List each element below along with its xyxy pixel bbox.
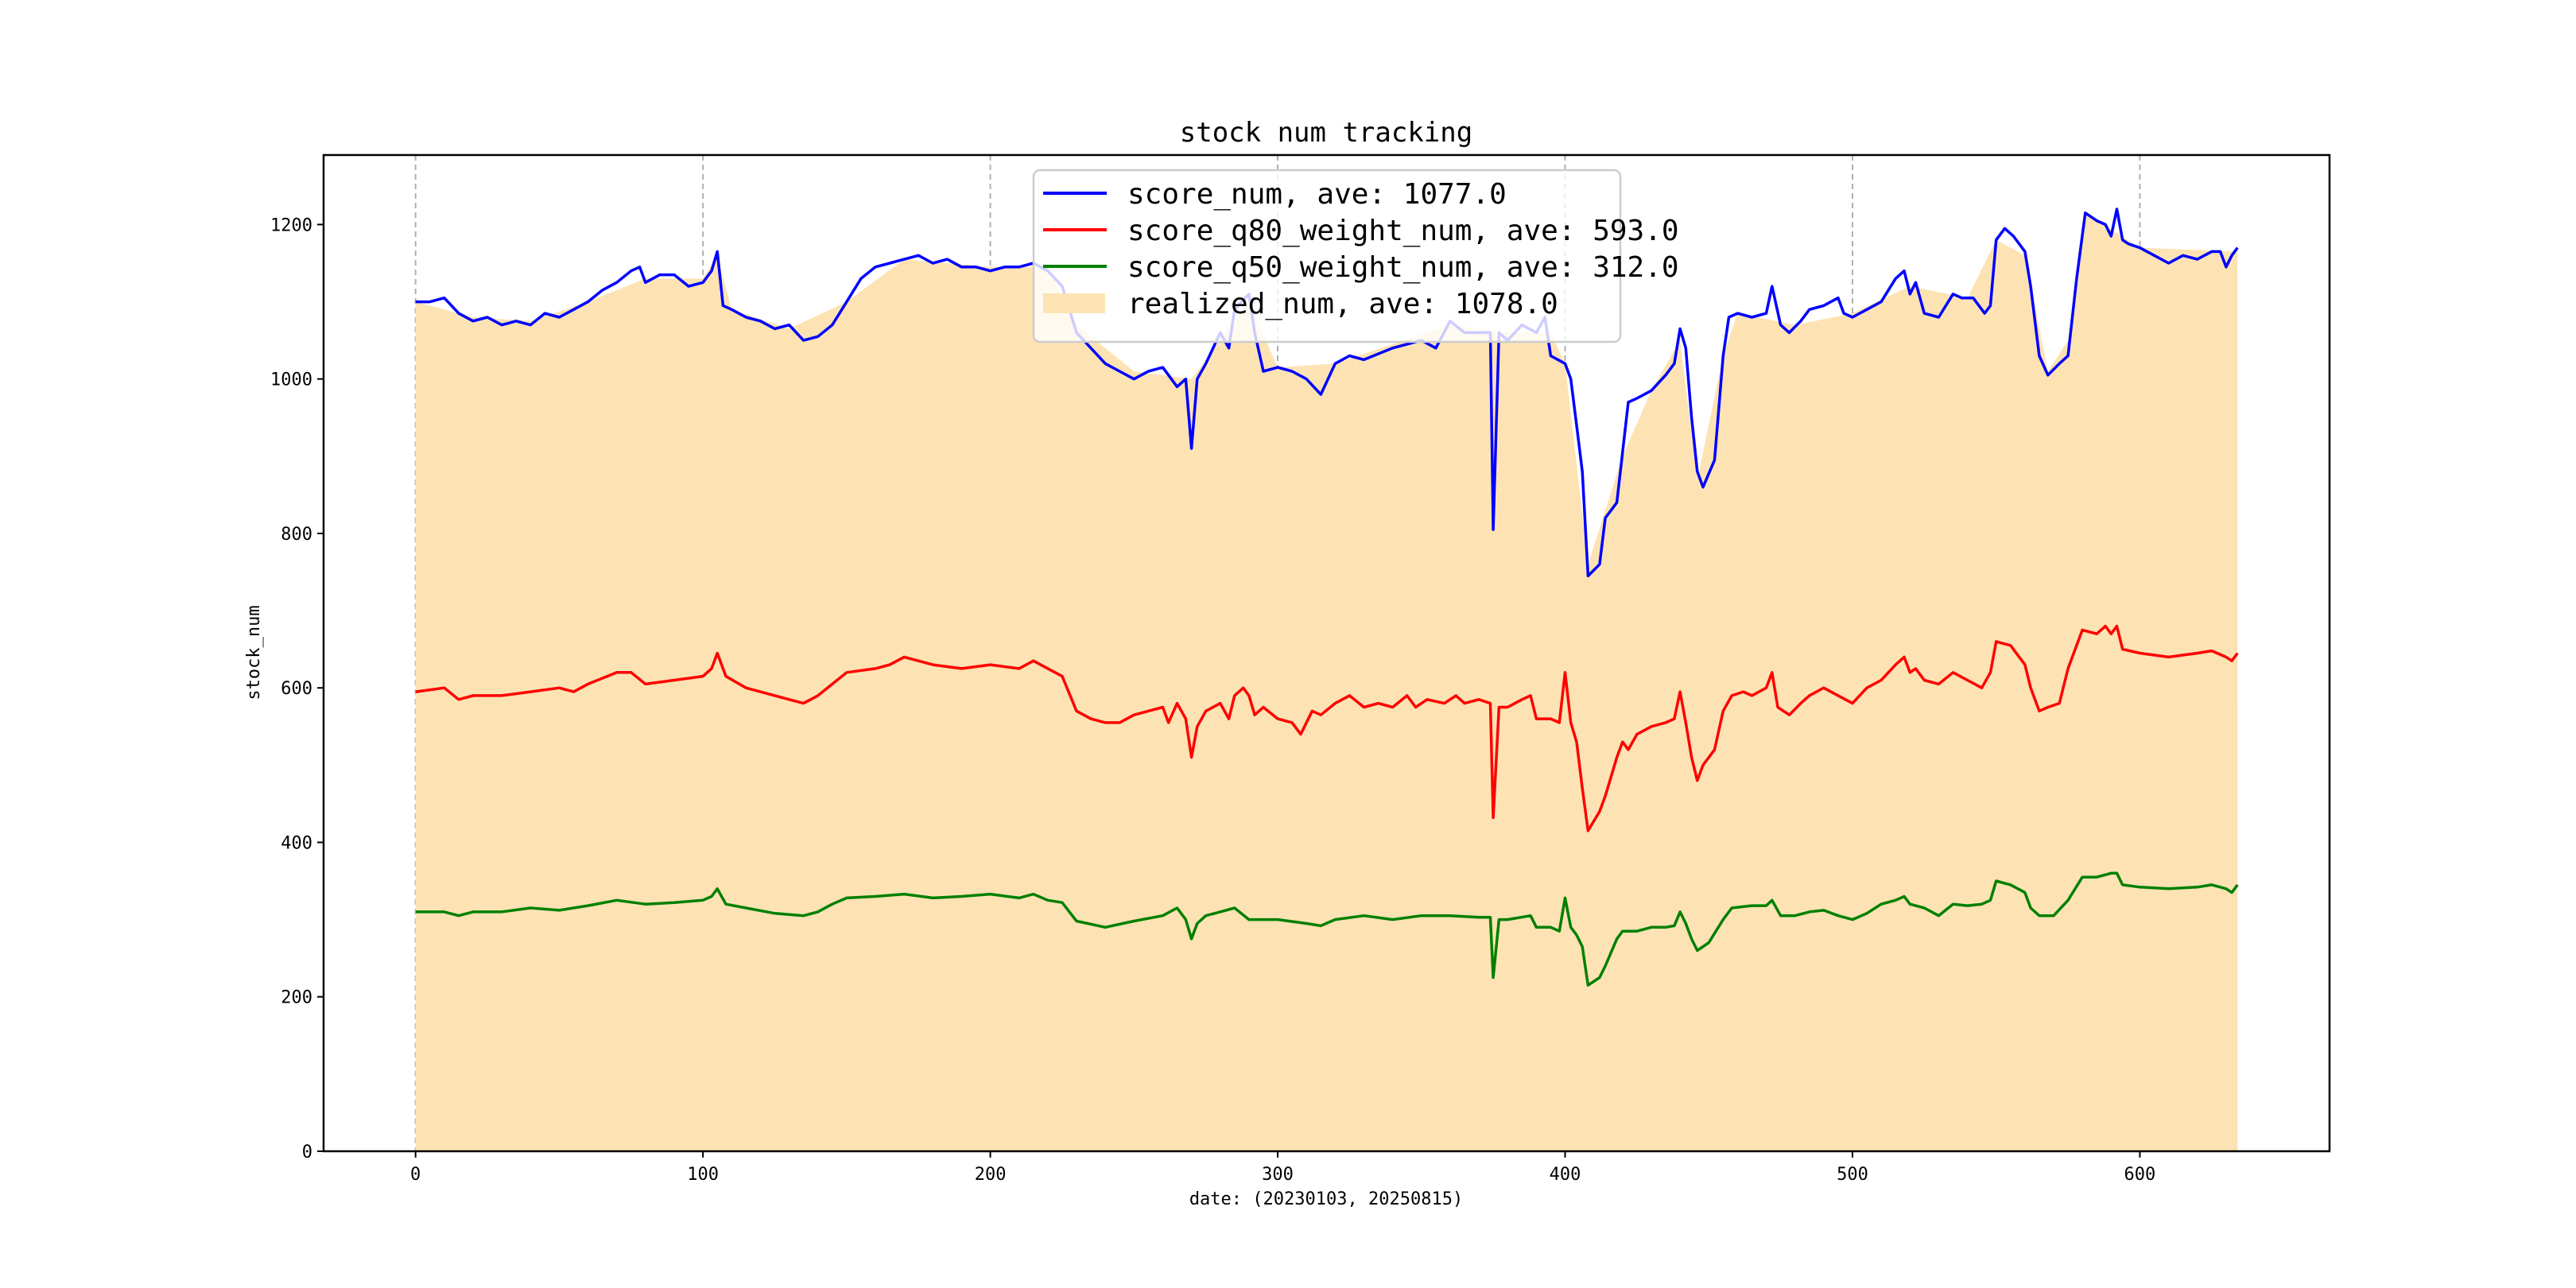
legend-label-score: score_num, ave: 1077.0 bbox=[1127, 178, 1507, 211]
y-tick-label: 600 bbox=[281, 679, 312, 699]
y-tick-label: 0 bbox=[302, 1143, 312, 1162]
x-tick-label: 100 bbox=[687, 1165, 719, 1185]
legend-label-q50: score_q50_weight_num, ave: 312.0 bbox=[1127, 251, 1679, 284]
x-tick-label: 200 bbox=[975, 1165, 1007, 1185]
x-tick-label: 400 bbox=[1550, 1165, 1581, 1185]
legend-label-realized: realized_num, ave: 1078.0 bbox=[1127, 288, 1558, 320]
axis-ticks: 0 100 200 300 400 500 600 0 200 400 600 800 1000 1200 bbox=[270, 215, 2155, 1185]
y-tick-label: 800 bbox=[281, 525, 312, 545]
plot-frame bbox=[322, 153, 2331, 1153]
legend-box bbox=[1032, 169, 1622, 343]
x-axis-label: date: (20230103, 20250815) bbox=[1189, 1189, 1463, 1209]
y-axis-label: stock_num bbox=[244, 605, 264, 700]
legend-label-q80: score_q80_weight_num, ave: 593.0 bbox=[1127, 215, 1679, 247]
legend-swatch-realized bbox=[1043, 293, 1105, 313]
series-line-score-q80-weight-num bbox=[415, 624, 2239, 832]
series-line-score-q50-weight-num bbox=[415, 871, 2239, 987]
legend: score_num, ave: 1077.0 score_q80_weight_… bbox=[1032, 169, 1679, 343]
x-tick-label: 300 bbox=[1262, 1165, 1294, 1185]
y-tick-label: 1200 bbox=[270, 215, 312, 235]
x-tick-label: 500 bbox=[1837, 1165, 1868, 1185]
x-tick-label: 600 bbox=[2124, 1165, 2156, 1185]
chart-title: stock num tracking bbox=[1180, 117, 1472, 149]
x-tick-label: 0 bbox=[410, 1165, 421, 1185]
y-tick-label: 1000 bbox=[270, 370, 312, 390]
y-tick-label: 400 bbox=[281, 833, 312, 853]
y-tick-label: 200 bbox=[281, 988, 312, 1008]
